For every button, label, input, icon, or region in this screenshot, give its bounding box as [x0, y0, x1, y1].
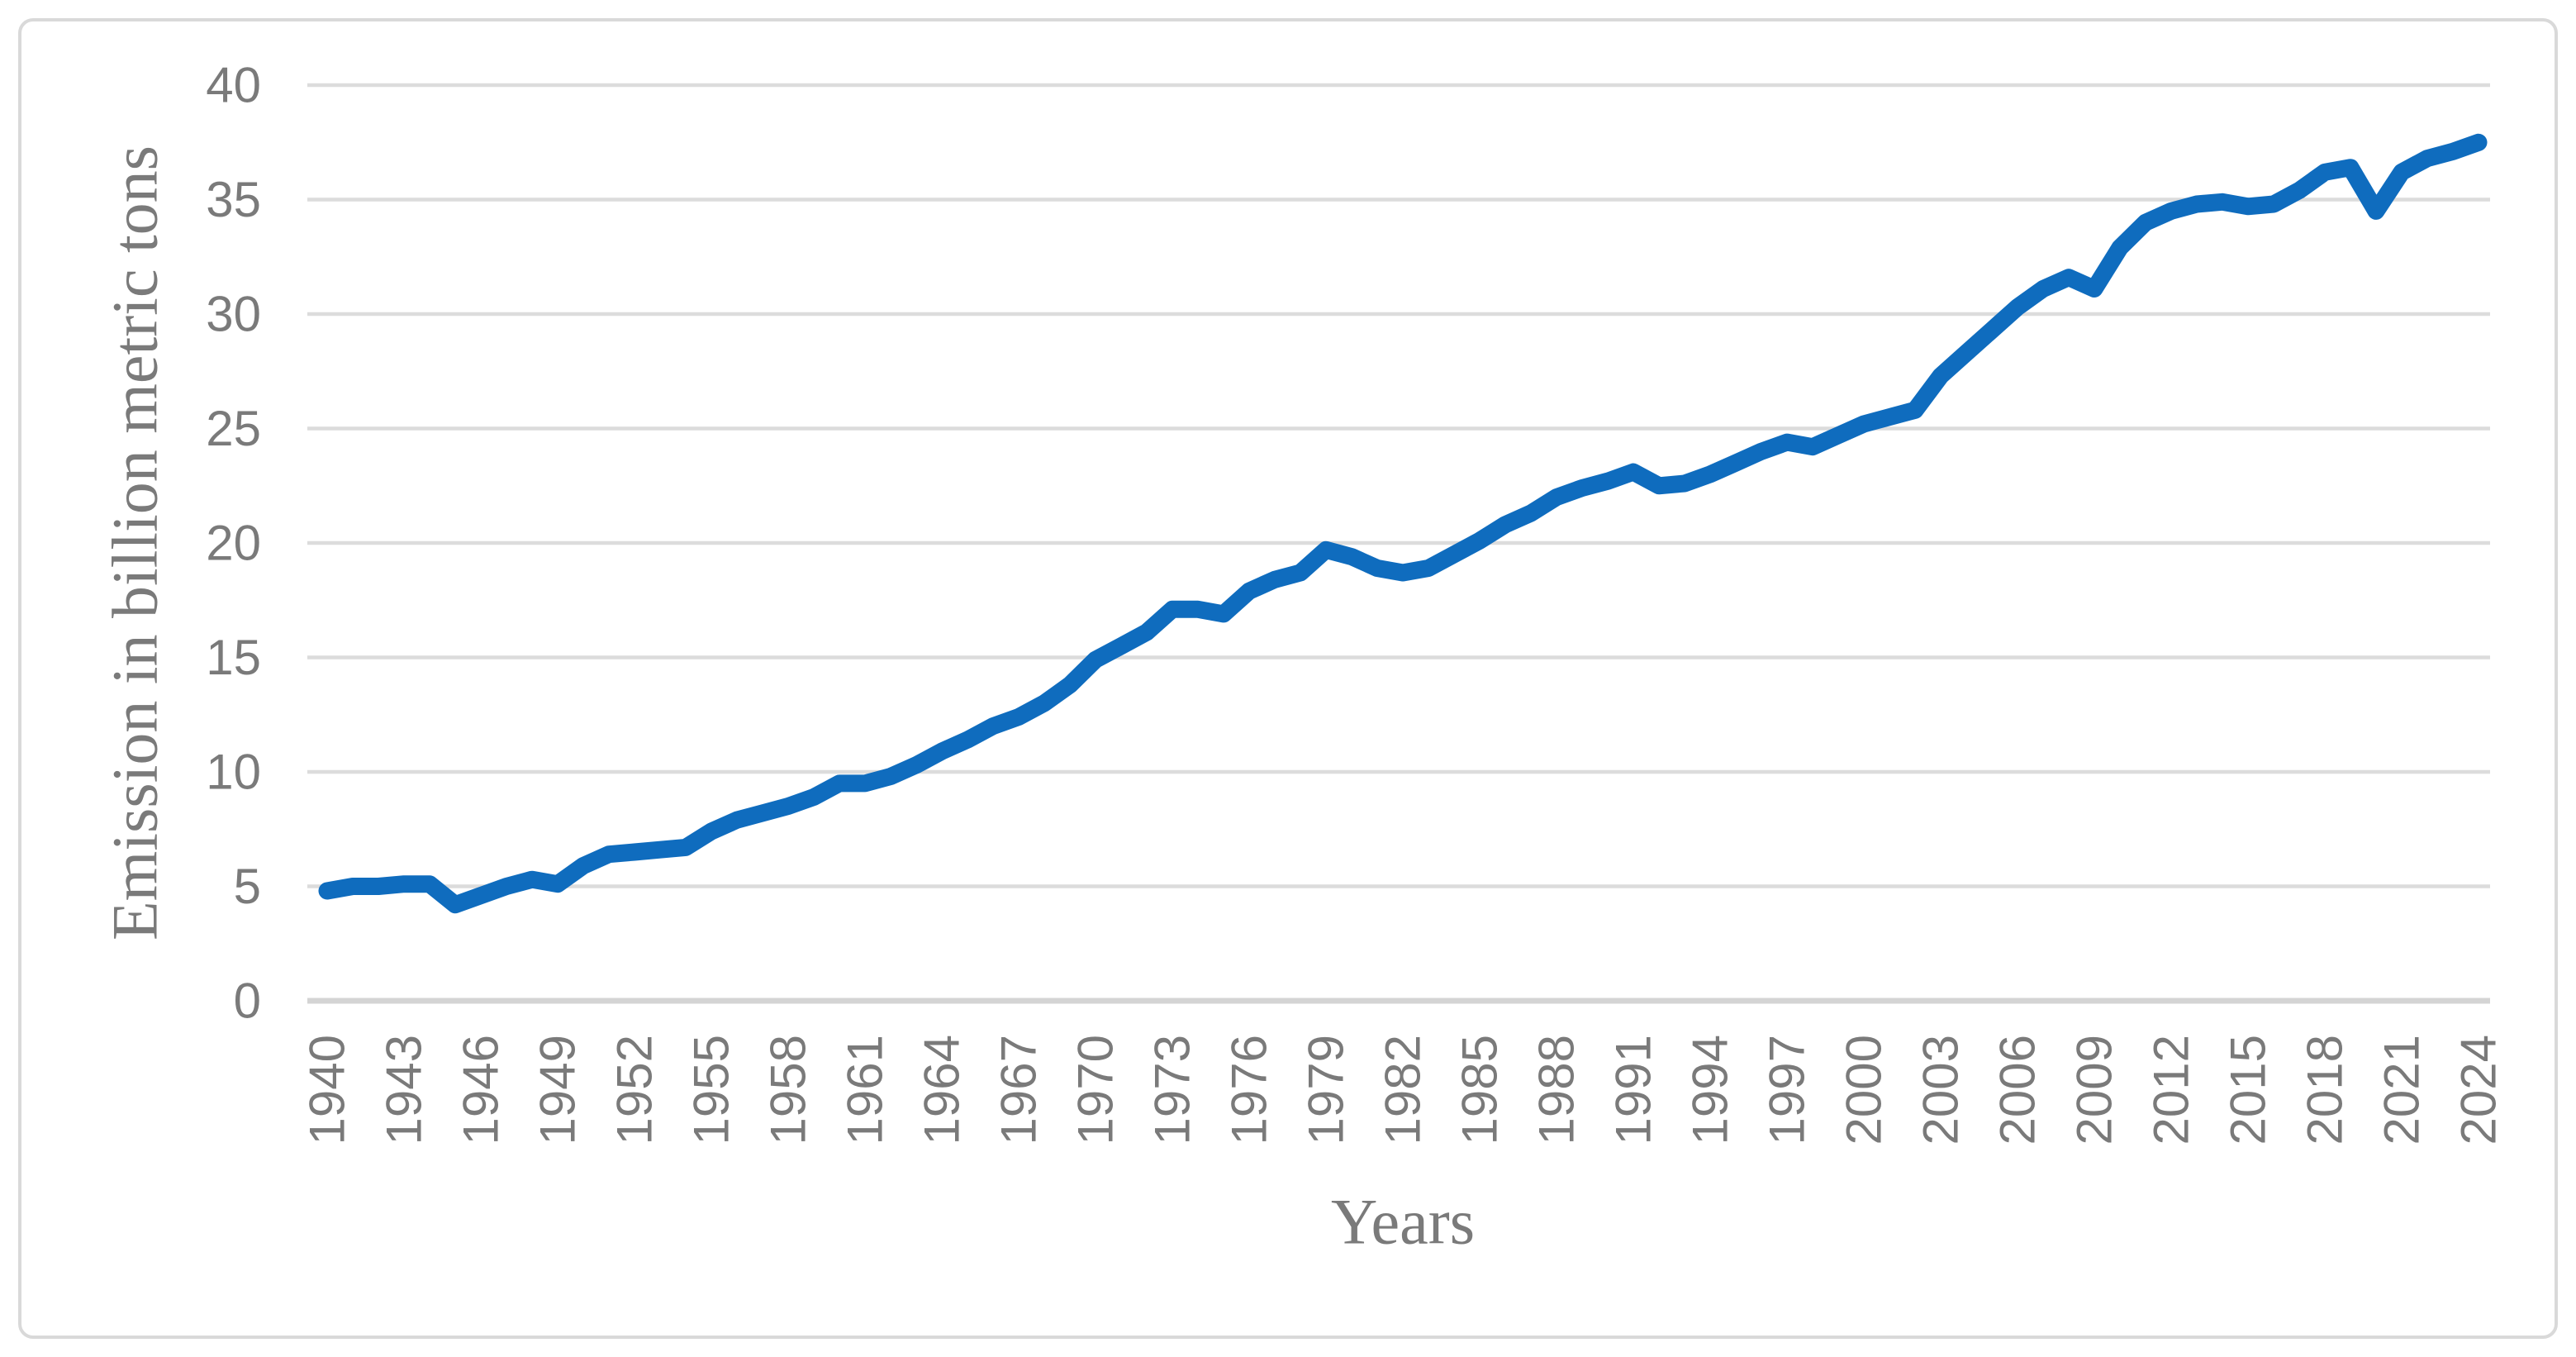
x-tick-label: 1940 — [300, 1035, 355, 1145]
x-tick-label: 1973 — [1145, 1035, 1200, 1145]
y-tick-label: 10 — [206, 745, 261, 800]
x-tick-label: 1997 — [1760, 1035, 1815, 1145]
x-tick-label: 1946 — [454, 1035, 509, 1145]
x-tick-label: 2018 — [2298, 1035, 2353, 1145]
x-tick-label: 1967 — [991, 1035, 1047, 1145]
x-tick-label: 2015 — [2221, 1035, 2276, 1145]
x-tick-label: 1955 — [684, 1035, 739, 1145]
x-tick-label: 1964 — [915, 1035, 970, 1145]
x-axis-title: Years — [1331, 1186, 1475, 1258]
x-tick-label: 2000 — [1837, 1035, 1892, 1145]
x-tick-label: 2024 — [2451, 1035, 2507, 1145]
y-axis-tick-labels: 0 5 10 15 20 25 30 35 40 — [206, 58, 261, 1029]
x-tick-label: 1949 — [530, 1035, 586, 1145]
y-tick-label: 15 — [206, 630, 261, 685]
x-tick-label: 1982 — [1376, 1035, 1431, 1145]
x-tick-label: 2012 — [2144, 1035, 2199, 1145]
x-tick-label: 1994 — [1683, 1035, 1738, 1145]
chart-border — [18, 18, 2558, 1339]
y-tick-label: 40 — [206, 58, 261, 113]
x-tick-label: 1991 — [1606, 1035, 1661, 1145]
gridlines — [307, 83, 2490, 1004]
y-axis-title: Emission in billion metric tons — [99, 145, 171, 940]
x-tick-label: 2021 — [2374, 1035, 2430, 1145]
y-tick-label: 5 — [234, 859, 261, 914]
y-tick-label: 0 — [234, 974, 261, 1029]
x-tick-label: 1970 — [1068, 1035, 1124, 1145]
y-tick-label: 30 — [206, 287, 261, 342]
emissions-series-line — [318, 133, 2488, 914]
y-tick-label: 35 — [206, 172, 261, 227]
x-tick-label: 1988 — [1529, 1035, 1585, 1145]
x-tick-label: 2009 — [2067, 1035, 2122, 1145]
x-tick-label: 2003 — [1913, 1035, 1969, 1145]
x-tick-label: 1952 — [607, 1035, 663, 1145]
y-tick-label: 25 — [206, 401, 261, 456]
x-tick-label: 2006 — [1990, 1035, 2046, 1145]
x-tick-label: 1976 — [1222, 1035, 1277, 1145]
x-tick-label: 1943 — [377, 1035, 432, 1145]
x-tick-label: 1961 — [838, 1035, 893, 1145]
x-tick-label: 1979 — [1299, 1035, 1354, 1145]
x-axis-tick-labels: 1940 1943 1946 1949 1952 1955 1958 1961 1964 1967… — [300, 1035, 2507, 1145]
x-tick-label: 1985 — [1452, 1035, 1508, 1145]
x-tick-label: 1958 — [761, 1035, 816, 1145]
y-tick-label: 20 — [206, 516, 261, 571]
